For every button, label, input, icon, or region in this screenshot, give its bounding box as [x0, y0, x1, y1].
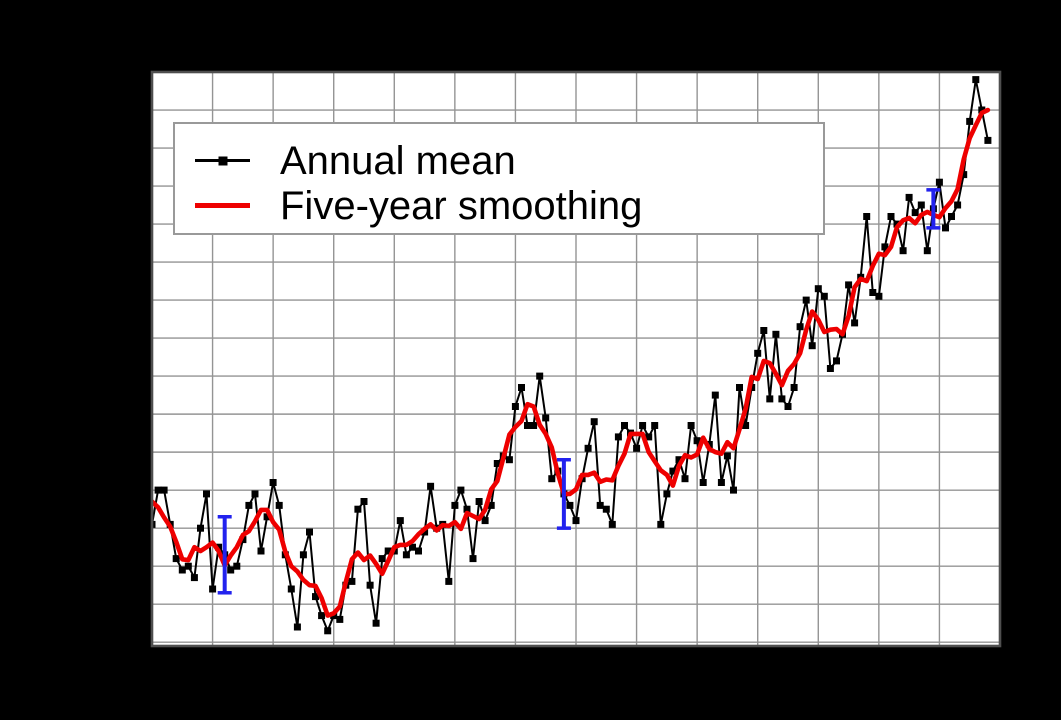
square-marker-icon — [218, 156, 227, 165]
error-bars — [217, 188, 941, 595]
legend-item-annual-mean: Annual mean — [195, 138, 823, 183]
five-year-smoothing-line-swatch-icon — [195, 203, 250, 208]
legend-item-five-year-smoothing: Five-year smoothing — [195, 183, 823, 228]
annual-mean-line-swatch-icon — [195, 156, 250, 165]
legend-label-five-year-smoothing: Five-year smoothing — [280, 183, 643, 228]
legend: Annual mean Five-year smoothing — [173, 122, 825, 235]
annual-mean-series — [152, 76, 992, 635]
five-year-smoothing-series — [152, 107, 991, 618]
plot-frame — [150, 70, 1002, 648]
legend-label-annual-mean: Annual mean — [280, 138, 516, 183]
